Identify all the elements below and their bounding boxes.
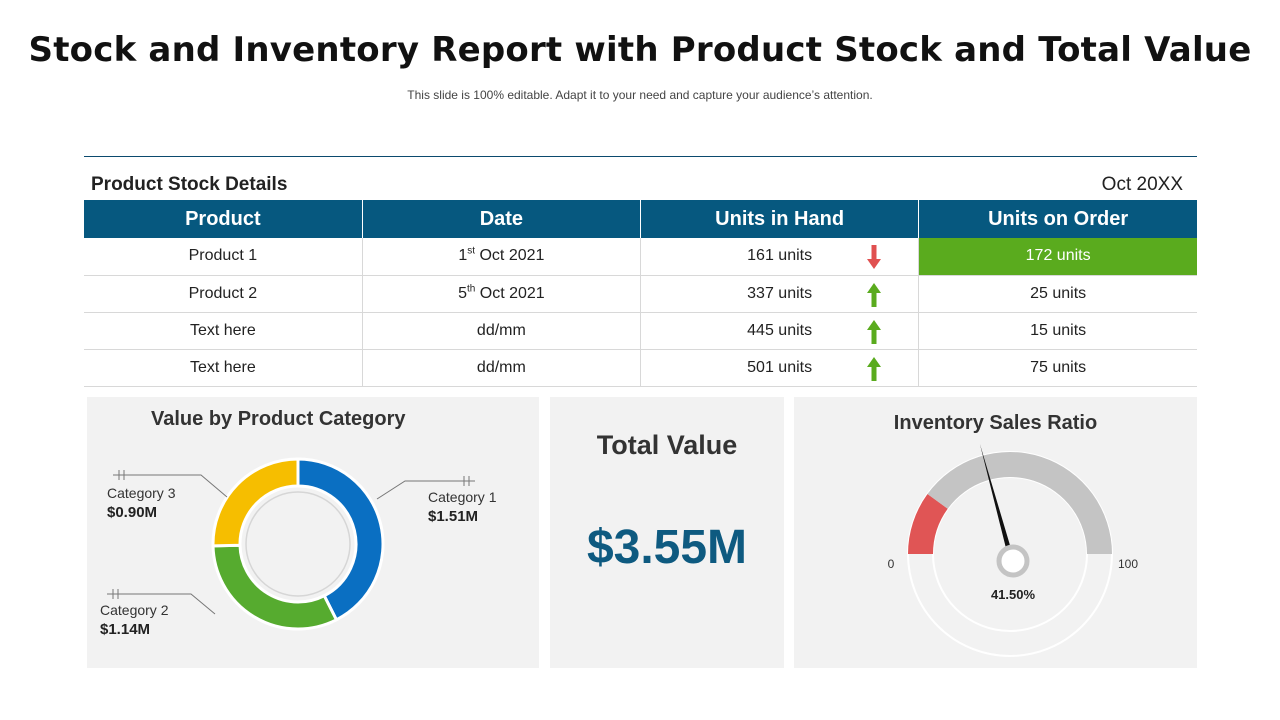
date-rest: Oct 2021 <box>475 247 545 265</box>
product-cell: Product 1 <box>84 238 363 276</box>
arrow-up-icon <box>867 282 881 307</box>
page-subtitle: This slide is 100% editable. Adapt it to… <box>407 88 873 102</box>
table-row: Text here dd/mm 501 units 75 units <box>84 349 1197 387</box>
category-value-panel: Value by Product Category Category 1 $1.5… <box>87 397 539 668</box>
column-header-units-in-hand: Units in Hand <box>640 200 920 238</box>
units-in-hand-value: 161 units <box>747 247 813 265</box>
arrow-up-icon <box>867 356 881 381</box>
table-row: Product 2 5th Oct 2021 337 units 25 units <box>84 275 1197 313</box>
category-label-2: Category 2 <box>100 602 169 618</box>
gauge-needle <box>979 444 1013 555</box>
total-value-title: Total Value <box>596 430 738 460</box>
units-in-hand-value: 445 units <box>747 321 813 339</box>
column-header-units-on-order: Units on Order <box>918 200 1197 238</box>
product-cell: Text here <box>84 312 363 350</box>
section-title: Product Stock Details <box>91 174 288 195</box>
date-rest: Oct 2021 <box>475 284 545 302</box>
donut-hole <box>245 491 351 597</box>
donut-slice-1 <box>296 457 385 622</box>
date-cell: dd/mm <box>362 312 642 350</box>
inventory-ratio-panel: Inventory Sales Ratio 0 100 41.50% <box>794 397 1197 668</box>
category-donut-chart: Category 1 $1.51M Category 2 $1.14M Category… <box>100 457 497 638</box>
date-cell: dd/mm <box>362 349 642 387</box>
gauge-max-label: 100 <box>1118 557 1138 571</box>
column-header-product: Product <box>84 200 363 238</box>
date-cell: 1st Oct 2021 <box>362 238 642 276</box>
category-label-1: Category 1 <box>428 489 497 505</box>
units-in-hand-value: 337 units <box>747 284 813 302</box>
gauge-title: Inventory Sales Ratio <box>893 412 1098 434</box>
date-day: dd/mm <box>476 358 526 376</box>
period-label: Oct 20XX <box>1101 174 1183 195</box>
units-in-hand-cell: 445 units <box>640 312 920 350</box>
table-row: Text here dd/mm 445 units 15 units <box>84 312 1197 350</box>
arrow-down-icon <box>867 245 881 269</box>
total-value-amount: $3.55M <box>586 521 748 574</box>
leader-line-2 <box>107 593 216 615</box>
gauge-hub <box>996 544 1030 578</box>
date-day: 1 <box>458 247 468 265</box>
product-cell: Text here <box>84 349 363 387</box>
category-chart-title: Value by Product Category <box>151 408 406 430</box>
category-value-2: $1.14M <box>100 621 150 638</box>
arrow-up-icon <box>867 319 881 344</box>
units-in-hand-cell: 161 units <box>640 238 920 276</box>
units-on-order-cell: 172 units <box>918 238 1197 276</box>
stock-table: Product Date Units in Hand Units on Orde… <box>84 200 1197 387</box>
inventory-gauge-chart: 0 100 41.50% <box>888 444 1138 657</box>
table-header-row: Product Date Units in Hand Units on Orde… <box>84 200 1197 238</box>
units-in-hand-value: 501 units <box>747 358 813 376</box>
product-cell: Product 2 <box>84 275 363 313</box>
donut-slice-3 <box>211 457 300 548</box>
date-day: 5 <box>458 284 467 302</box>
column-header-date: Date <box>362 200 642 238</box>
category-value-3: $0.90M <box>107 504 157 521</box>
units-in-hand-cell: 501 units <box>640 349 920 387</box>
units-on-order-cell: 25 units <box>918 275 1197 313</box>
divider <box>84 156 1197 157</box>
date-suffix: st <box>467 245 476 257</box>
page-title: Stock and Inventory Report with Product … <box>28 30 1252 70</box>
table-row: Product 1 1st Oct 2021 161 units 172 units <box>84 238 1197 276</box>
gauge-min-label: 0 <box>888 557 895 571</box>
leader-line-3 <box>113 474 228 498</box>
units-on-order-cell: 75 units <box>918 349 1197 387</box>
leader-line-1 <box>376 480 475 500</box>
gauge-value-label: 41.50% <box>991 587 1036 602</box>
units-on-order-cell: 15 units <box>918 312 1197 350</box>
category-label-3: Category 3 <box>107 485 176 501</box>
date-suffix: th <box>466 283 476 295</box>
total-value-panel: Total Value $3.55M <box>550 397 784 668</box>
gauge-grey-band <box>927 452 1112 554</box>
date-day: dd/mm <box>476 321 526 339</box>
units-in-hand-cell: 337 units <box>640 275 920 313</box>
gauge-red-band <box>908 494 948 554</box>
date-cell: 5th Oct 2021 <box>362 275 642 313</box>
category-value-1: $1.51M <box>428 508 478 525</box>
